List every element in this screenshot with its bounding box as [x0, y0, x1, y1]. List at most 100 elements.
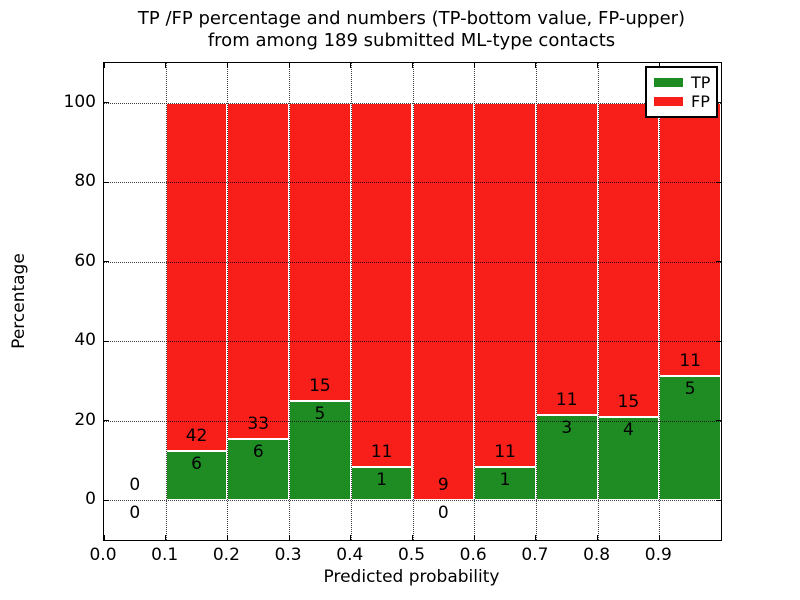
bar-segment-tp: [165, 450, 228, 501]
x-tick-mark: [288, 535, 290, 540]
legend-label-tp: TP: [691, 73, 711, 92]
x-tick-label: 0.5: [397, 545, 426, 565]
bar-count-label-fp: 42: [185, 425, 208, 446]
x-tick-mark: [103, 63, 105, 68]
bar-count-label-fp: 0: [129, 475, 141, 496]
x-tick-mark: [658, 63, 660, 68]
bar-count-label-tp: 5: [684, 379, 696, 400]
legend: TP FP: [645, 66, 718, 118]
y-tick-mark: [104, 499, 109, 501]
bar-count-label-tp: 4: [623, 419, 634, 440]
bar-count-label-fp: 11: [370, 442, 393, 463]
x-tick-mark: [103, 535, 105, 540]
y-tick-mark: [104, 420, 109, 422]
y-tick-mark: [104, 340, 109, 342]
x-tick-mark: [412, 63, 413, 68]
bar-segment-tp: [659, 376, 721, 501]
bar-count-label-tp: 1: [499, 470, 511, 491]
y-tick-mark: [716, 261, 721, 263]
x-tick-mark: [658, 535, 660, 540]
y-tick-mark: [716, 340, 721, 342]
bar-count-label-fp: 11: [555, 390, 578, 411]
bar-count-label-tp: 1: [376, 470, 388, 491]
bar-count-label-tp: 0: [437, 503, 449, 524]
x-tick-mark: [165, 535, 167, 540]
gridline-x: [165, 63, 167, 540]
legend-label-fp: FP: [691, 92, 710, 111]
x-tick-mark: [412, 535, 413, 540]
chart-title-line2: from among 189 submitted ML-type contact…: [207, 30, 616, 51]
bar-segment-fp: [165, 102, 228, 451]
x-tick-mark: [597, 63, 599, 68]
bar-count-label-fp: 11: [679, 351, 701, 372]
bar-segment-tp: [597, 416, 660, 501]
x-tick-mark: [165, 63, 167, 68]
bar-segment-fp: [227, 102, 290, 440]
ticks-layer: [103, 63, 721, 540]
gridline-x: [412, 63, 414, 540]
chart-title: TP /FP percentage and numbers (TP-bottom…: [103, 8, 720, 52]
y-tick-label: 100: [63, 91, 96, 112]
x-tick-label: 0.8: [583, 545, 611, 565]
x-tick-mark: [535, 63, 537, 68]
bar-count-label-tp: 6: [191, 453, 202, 474]
y-tick-label: 40: [74, 330, 96, 351]
x-tick-label: 0.3: [274, 545, 302, 565]
legend-item-fp: FP: [654, 92, 710, 111]
x-tick-mark: [597, 535, 599, 540]
x-tick-label: 0.0: [89, 545, 117, 565]
bar-count-label-tp: 0: [129, 503, 141, 524]
gridline-x: [474, 63, 476, 540]
bar-count-label-fp: 15: [309, 375, 331, 396]
bar-count-label-tp: 3: [561, 418, 573, 439]
gridline-x: [659, 63, 661, 540]
x-tick-mark: [226, 535, 228, 540]
y-tick-mark: [716, 499, 721, 501]
chart-title-line1: TP /FP percentage and numbers (TP-bottom…: [137, 8, 686, 29]
x-tick-mark: [473, 63, 475, 68]
x-tick-label: 0.2: [212, 545, 240, 565]
y-tick-mark: [104, 181, 109, 183]
x-tick-mark: [350, 63, 352, 68]
x-tick-label: 0.6: [459, 545, 487, 565]
y-tick-mark: [716, 420, 721, 422]
y-tick-label: 20: [74, 409, 96, 430]
bar-count-label-tp: 6: [252, 442, 264, 463]
bar-segment-fp: [350, 102, 413, 468]
x-tick-mark: [535, 535, 537, 540]
x-tick-label: 0.9: [644, 545, 672, 565]
plot-area: 0 0 42 6 33 6 15 5 11 1 9 0 11 1 11 3 15 4 11 5: [103, 62, 722, 541]
grid-layer: [104, 63, 721, 540]
y-tick-label: 60: [74, 250, 96, 271]
x-tick-mark: [288, 63, 290, 68]
gridline-x: [227, 63, 229, 540]
bar-segment-fp: [289, 102, 351, 401]
y-tick-label: 80: [74, 171, 96, 192]
bar-segment-fp: [659, 102, 721, 377]
bar-count-label-fp: 15: [617, 391, 640, 412]
legend-swatch-fp: [654, 97, 683, 106]
y-tick-mark: [104, 261, 109, 263]
legend-item-tp: TP: [654, 73, 711, 92]
x-tick-label: 0.1: [151, 545, 179, 565]
bar-count-label-tp: 5: [314, 403, 326, 424]
legend-swatch-tp: [654, 78, 683, 87]
bar-count-label-fp: 9: [437, 475, 449, 496]
bar-label-layer: 0 0 42 6 33 6 15 5 11 1 9 0 11 1 11 3 15 4 11 5: [104, 63, 721, 540]
gridline-x: [535, 63, 537, 540]
y-tick-mark: [716, 102, 721, 104]
gridline-x: [597, 63, 599, 540]
gridline-x: [350, 63, 352, 540]
bar-count-label-fp: 33: [247, 414, 270, 435]
bar-count-label-fp: 11: [494, 442, 516, 463]
bar-segment-fp: [474, 102, 536, 468]
bar-segment-tp: [535, 415, 598, 501]
x-tick-mark: [473, 535, 475, 540]
x-tick-label: 0.7: [521, 545, 549, 565]
y-tick-mark: [716, 181, 721, 183]
x-axis-label: Predicted probability: [323, 567, 500, 587]
bar-segment-tp: [474, 467, 536, 501]
y-tick-label: 0: [85, 489, 96, 510]
x-tick-label: 0.4: [336, 545, 364, 565]
